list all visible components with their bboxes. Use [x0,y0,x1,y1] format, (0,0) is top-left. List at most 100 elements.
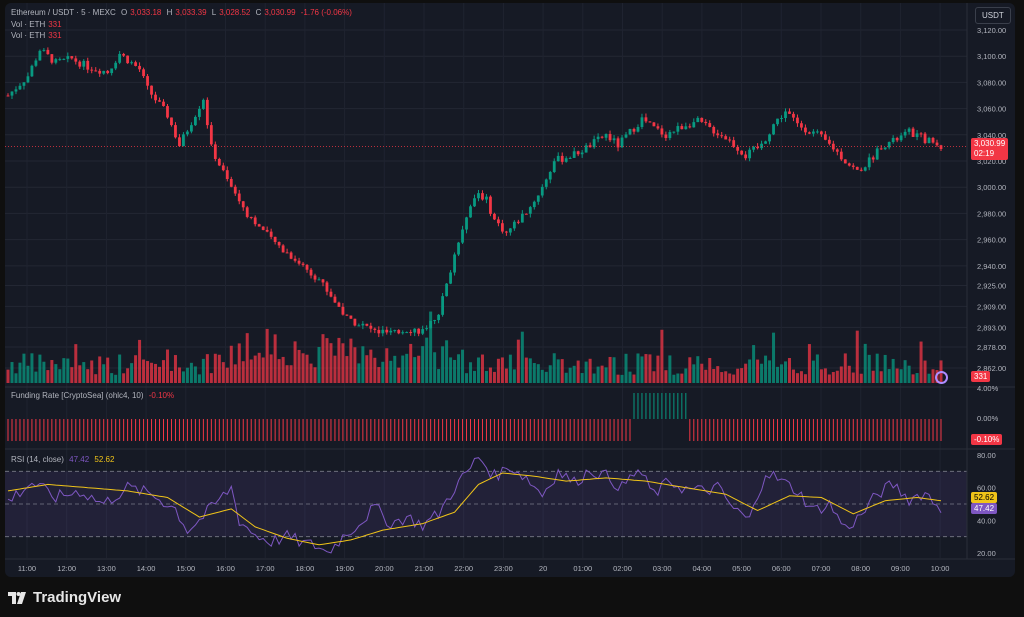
volume-bar [815,354,819,383]
volume-bar [795,373,799,383]
volume-bar [696,356,700,383]
candle-body [269,231,273,237]
volume-bar [469,362,473,383]
volume-bar [688,357,692,383]
volume-bar [110,373,114,383]
candle-body [819,131,823,135]
time-tick-label: 09:00 [891,564,910,573]
candle-body [891,137,895,143]
volume-bar [365,355,369,383]
volume-bar [158,366,162,383]
volume-bar [321,334,325,383]
volume-bar [401,355,405,383]
candle-body [317,279,321,281]
candle-body [684,126,688,130]
volume-bar [305,354,309,383]
volume-bar [313,367,317,383]
candle-body [357,325,361,327]
funding-value: -0.10% [148,391,175,400]
candle-body [6,95,10,97]
candle-body [911,128,915,137]
volume-bar [82,362,86,383]
grid [5,3,967,558]
candle-body [764,141,767,144]
candle-body [772,124,775,135]
candle-body [915,133,919,137]
candle-body [827,139,831,144]
candle-body [632,128,636,132]
candle-body [724,136,728,140]
change-value: -1.76 (-0.06%) [300,8,352,17]
time-tick-label: 08:00 [851,564,870,573]
price-tick-label: 2,940.00 [977,262,1006,271]
volume-bar [205,354,209,383]
candle-body [536,195,540,202]
candle-body [46,49,50,55]
candle-body [776,118,779,125]
candle-body [835,149,839,152]
volume-bar [150,362,154,383]
candle-body [221,165,225,171]
volume-bar [393,355,397,383]
candle-body [656,126,660,129]
time-tick-label: 15:00 [176,564,195,573]
candle-body [389,330,393,333]
currency-button[interactable]: USDT [975,7,1011,24]
funding-tick-label: 4.00% [977,384,999,393]
volume-bar [213,353,217,383]
chart-frame[interactable]: 3,120.00 3,100.00 3,080.00 3,060.00 3,040.00… [5,3,1015,577]
volume-bar [225,367,229,383]
volume-bar [162,360,165,383]
volume-bar [70,367,74,383]
candle-body [261,226,265,230]
volume-bar [744,363,748,383]
volume-bar [237,343,241,383]
volume-bar [114,374,118,383]
candle-body [489,196,492,214]
open-label: O [121,8,128,17]
volume-bar [397,367,401,383]
candle-body [162,101,165,107]
candle-body [333,296,337,303]
volume-legend-1: Vol · ETH 331 [11,20,65,29]
candle-body [182,134,185,147]
tradingview-logo[interactable]: TradingView [8,589,121,606]
candle-body [453,254,456,273]
candle-body [784,111,787,119]
candle-body [704,121,708,124]
candle-body [548,172,552,180]
candle-body [712,126,716,134]
volume-bar [142,359,146,383]
candle-body [122,53,126,56]
volume-bar [636,353,640,383]
volume-bar [791,369,795,383]
candle-body [708,123,712,127]
candle-body [401,332,405,334]
volume-bar [293,341,297,383]
candle-body [485,196,488,200]
candle-body [612,138,616,141]
candle-body [126,55,130,64]
volume-bar [915,373,919,383]
candle-body [756,146,759,149]
volume-bar [30,353,34,383]
chart-canvas[interactable]: 3,120.00 3,100.00 3,080.00 3,060.00 3,040.00… [5,3,1015,577]
volume-bar [54,364,58,383]
candle-body [213,144,217,159]
candle-body [648,121,652,123]
candle-body [481,193,484,200]
candle-body [62,58,66,60]
candle-body [501,223,504,232]
volume-bar [692,364,696,383]
volume-bar [855,330,859,383]
volume-bar [221,362,225,383]
candle-body [871,157,875,160]
candle-body [676,126,680,132]
candle-body [42,49,46,51]
volume-bar [209,373,213,383]
candle-body [744,154,748,159]
settings-icon[interactable] [935,371,948,384]
candle-body [692,122,696,128]
candle-body [265,229,269,232]
candle-body [329,291,333,297]
